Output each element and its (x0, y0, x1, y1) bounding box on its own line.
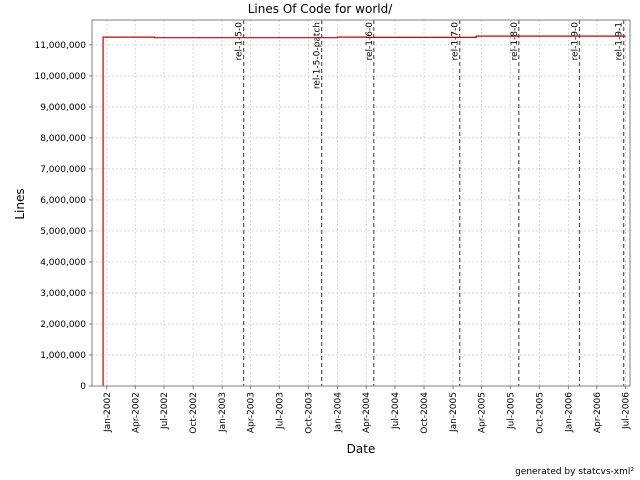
release-marker-label: rel-1-9-1 (615, 22, 625, 60)
x-tick-label: Jul-2006 (622, 392, 632, 430)
release-marker-label: rel-1-9-0 (570, 22, 580, 61)
x-tick-label: Apr-2005 (478, 392, 488, 433)
series-line (102, 35, 626, 386)
x-tick-label: Jul-2002 (160, 392, 170, 430)
y-tick-label: 11,000,000 (34, 41, 86, 51)
x-tick-label: Jul-2005 (506, 392, 516, 430)
x-tick-label: Jul-2003 (275, 392, 285, 430)
x-tick-label: Jan-2003 (218, 392, 228, 433)
x-tick-label: Oct-2005 (535, 392, 545, 434)
y-tick-label: 2,000,000 (40, 320, 86, 330)
x-axis-ticks: Jan-2002 Apr-2002 Jul-2002 Oct-2002 Jan-2003… (103, 386, 632, 434)
x-tick-label: Jan-2002 (103, 392, 113, 433)
series-layer (102, 35, 626, 386)
x-tick-label: Jul-2004 (391, 392, 401, 430)
release-marker-label: rel-1-5-0 (235, 22, 245, 61)
y-tick-label: 6,000,000 (40, 196, 86, 206)
x-tick-label: Apr-2003 (247, 392, 257, 433)
release-marker-label: rel-1-8-0 (510, 22, 520, 61)
plot-frame (91, 19, 631, 387)
x-axis-label: Date (347, 442, 376, 456)
y-tick-label: 8,000,000 (40, 134, 86, 144)
x-tick-label: Apr-2006 (593, 392, 603, 433)
y-axis-ticks: 0 1,000,000 2,000,000 3,000,000 4,000,000 5,0… (34, 41, 92, 392)
grid (92, 20, 630, 386)
x-tick-label: Jan-2005 (449, 392, 459, 433)
y-tick-label: 10,000,000 (34, 72, 86, 82)
release-marker-label: rel-1-7-0 (451, 22, 461, 61)
footer-credit: generated by statcvs-xml² (515, 467, 634, 477)
release-marker-label: rel-1-5-0-patch (313, 22, 323, 89)
x-tick-label: Oct-2002 (189, 392, 199, 434)
x-tick-label: Oct-2003 (304, 392, 314, 434)
x-tick-label: Oct-2004 (420, 392, 430, 434)
chart-title: Lines Of Code for world/ (248, 2, 393, 16)
y-tick-label: 3,000,000 (40, 289, 86, 299)
y-tick-label: 9,000,000 (40, 103, 86, 113)
release-markers: rel-1-5-0 rel-1-5-0-patch rel-1-6-0 rel-1-7… (235, 20, 625, 386)
y-tick-label: 5,000,000 (40, 227, 86, 237)
y-tick-label: 0 (80, 382, 86, 392)
x-tick-label: Apr-2004 (362, 392, 372, 433)
y-tick-label: 4,000,000 (40, 258, 86, 268)
y-tick-label: 7,000,000 (40, 165, 86, 175)
x-tick-label: Apr-2002 (131, 392, 141, 433)
x-tick-label: Jan-2004 (333, 392, 343, 433)
release-marker-label: rel-1-6-0 (365, 22, 375, 61)
y-axis-label: Lines (13, 188, 27, 219)
x-tick-label: Jan-2006 (564, 392, 574, 433)
y-tick-label: 1,000,000 (40, 351, 86, 361)
